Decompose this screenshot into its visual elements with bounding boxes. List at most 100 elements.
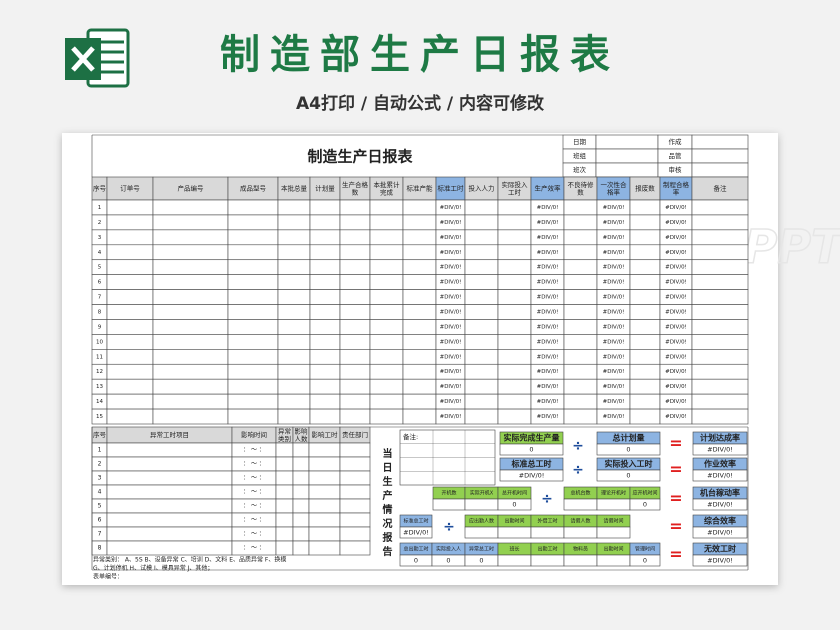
- cell-text: #DIV/0!: [665, 369, 687, 375]
- cell: [277, 319, 311, 335]
- cell: [106, 289, 154, 305]
- column-header: 计划量: [315, 184, 335, 193]
- cell-text: 14: [96, 399, 103, 405]
- operator: =: [669, 489, 682, 508]
- cell: [309, 229, 341, 246]
- report-label: 作业效率: [704, 459, 736, 469]
- cell-text: 5: [98, 265, 102, 271]
- cell: [629, 393, 661, 410]
- cell: [369, 304, 404, 320]
- cell: [106, 442, 233, 458]
- report-value-box: [499, 469, 564, 482]
- cell: [629, 304, 661, 320]
- report-value-box: [596, 526, 631, 539]
- cell-text: #DIV/0!: [440, 280, 462, 286]
- cell: [339, 259, 371, 275]
- report-value: 0: [446, 557, 450, 565]
- cell: [402, 289, 437, 305]
- cell: [563, 289, 598, 305]
- cell: [464, 289, 499, 305]
- cell: [563, 349, 598, 365]
- cell: [292, 484, 310, 500]
- report-value-box: [497, 554, 532, 567]
- cell: [277, 334, 311, 350]
- cell: [629, 229, 661, 246]
- cell: [369, 334, 404, 350]
- cell: [227, 199, 279, 216]
- cell: [339, 498, 371, 514]
- cell: [629, 363, 661, 380]
- cell: [308, 470, 341, 486]
- cell: [691, 378, 749, 395]
- cell-text: 3: [98, 235, 102, 241]
- cell: [275, 484, 294, 500]
- cell-text: #DIV/0!: [440, 369, 462, 375]
- operator: ÷: [443, 519, 455, 535]
- cell-text: #DIV/0!: [665, 265, 687, 271]
- cell: [369, 349, 404, 365]
- report-label: 物料员: [573, 546, 588, 553]
- cell: [339, 456, 371, 472]
- cell: [369, 259, 404, 275]
- cell: [106, 229, 154, 246]
- report-label: 出勤时间: [603, 546, 623, 553]
- cell-text: 1: [98, 447, 102, 454]
- cell-text: #DIV/0!: [440, 384, 462, 390]
- cell: [227, 349, 279, 365]
- cell-text: #DIV/0!: [603, 354, 625, 360]
- column-header: 产品编号: [178, 184, 205, 193]
- cell: [595, 134, 659, 150]
- cell: [369, 244, 404, 261]
- report-value-box: [692, 498, 748, 511]
- cell: [152, 334, 229, 350]
- cell-text: 12: [96, 369, 103, 375]
- cell: [563, 274, 598, 290]
- cell: [595, 162, 659, 178]
- cell: [106, 274, 154, 290]
- report-value-box: [399, 526, 433, 539]
- page-title: 制造部生产日报表: [220, 32, 620, 78]
- cell-text: #DIV/0!: [537, 220, 559, 226]
- cell-text: #DIV/0!: [665, 384, 687, 390]
- cell: [227, 363, 279, 380]
- cell: [292, 540, 310, 556]
- cell-text: #DIV/0!: [440, 250, 462, 256]
- report-label: 请假时间: [603, 518, 623, 525]
- cell-text: #DIV/0!: [440, 265, 462, 271]
- cell: [152, 274, 229, 290]
- cell: [369, 214, 404, 231]
- cell: [464, 214, 499, 231]
- cell-text: #DIV/0!: [665, 310, 687, 316]
- cell: [227, 214, 279, 231]
- cell-text: ： ～ ：: [243, 447, 265, 454]
- report-value-box: [530, 554, 565, 567]
- cell: [152, 214, 229, 231]
- cell: [691, 214, 749, 231]
- cell: [497, 304, 532, 320]
- cell: [497, 349, 532, 365]
- cell-text: #DIV/0!: [603, 235, 625, 241]
- cell-text: 8: [98, 545, 102, 552]
- operator: =: [669, 545, 682, 564]
- cell-text: #DIV/0!: [537, 235, 559, 241]
- report-value: #DIV/0!: [707, 501, 733, 509]
- cell: [339, 319, 371, 335]
- cell-text: 10: [96, 339, 103, 345]
- cell: [292, 442, 310, 458]
- cell: [595, 148, 659, 164]
- column-header: 影响人数: [295, 426, 309, 443]
- column-header: 制程合格率: [663, 180, 690, 197]
- column-header: 实际投入工时: [502, 180, 529, 197]
- cell: [152, 363, 229, 380]
- cell: [497, 393, 532, 410]
- cell: [339, 349, 371, 365]
- cell-text: #DIV/0!: [537, 339, 559, 345]
- report-value-box: [530, 526, 565, 539]
- column-header: 序号: [93, 430, 107, 439]
- cell: [106, 259, 154, 275]
- cell: [277, 304, 311, 320]
- report-label: 标准总工时: [403, 518, 428, 525]
- cell: [629, 319, 661, 335]
- cell: [106, 512, 233, 528]
